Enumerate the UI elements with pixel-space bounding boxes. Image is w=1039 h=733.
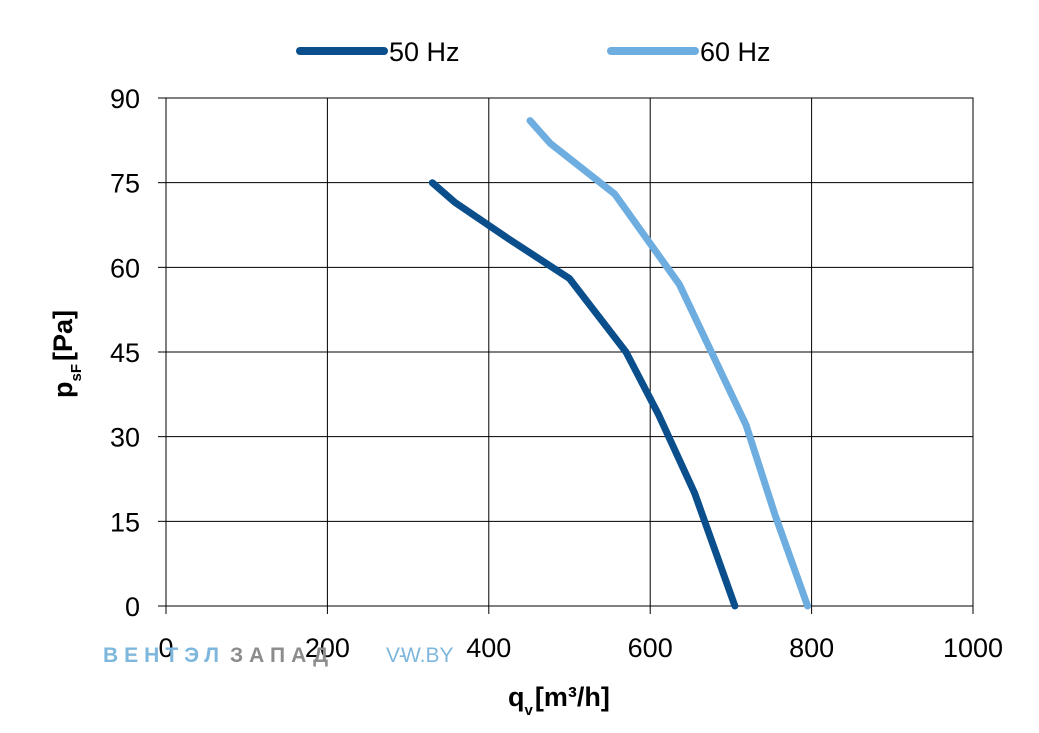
legend-label-50hz: 50 Hz <box>389 37 460 67</box>
watermark-brand-part1: ВЕНТЭЛ <box>103 644 225 667</box>
y-tick-label: 0 <box>125 592 140 622</box>
y-tick-label: 75 <box>110 169 140 199</box>
y-axis-symbol: p <box>48 382 78 399</box>
y-tick-label: 45 <box>110 338 140 368</box>
y-axis-unit: [Pa] <box>48 310 78 361</box>
grid <box>158 97 974 614</box>
tick-labels: 0 15 30 45 60 75 90 0 200 400 600 800 1000 <box>110 84 1003 663</box>
y-tick-label: 60 <box>110 253 140 283</box>
x-axis-subscript: v <box>525 702 534 719</box>
watermark-brand-part2: ЗАПАД <box>230 644 334 667</box>
x-tick-label: 1000 <box>943 633 1003 663</box>
y-axis-title: psF [Pa] <box>48 310 85 398</box>
watermark-site-part2: W.BY <box>401 644 454 667</box>
x-axis-title: qv[m³/h] <box>508 682 610 719</box>
x-axis-unit: [m³/h] <box>535 682 610 712</box>
series-line-50hz <box>428 179 739 610</box>
watermark-site-part1: V- <box>386 644 406 667</box>
y-tick-label: 15 <box>110 507 140 537</box>
series-lines <box>428 117 812 610</box>
x-tick-label: 800 <box>789 633 834 663</box>
watermark: ВЕНТЭЛ ЗАПАД V- W.BY <box>103 644 454 667</box>
x-axis-symbol: q <box>508 682 525 712</box>
series-line-60hz <box>526 117 812 610</box>
x-tick-label: 200 <box>305 633 350 663</box>
y-tick-label: 30 <box>110 423 140 453</box>
legend: 50 Hz 60 Hz <box>296 37 771 67</box>
x-tick-label: 0 <box>158 633 173 663</box>
y-tick-label: 90 <box>110 84 140 114</box>
x-tick-label: 600 <box>628 633 673 663</box>
plot-area-border <box>165 97 974 607</box>
y-axis-subscript: sF <box>68 364 85 382</box>
legend-label-60hz: 60 Hz <box>700 37 771 67</box>
x-tick-label: 400 <box>466 633 511 663</box>
